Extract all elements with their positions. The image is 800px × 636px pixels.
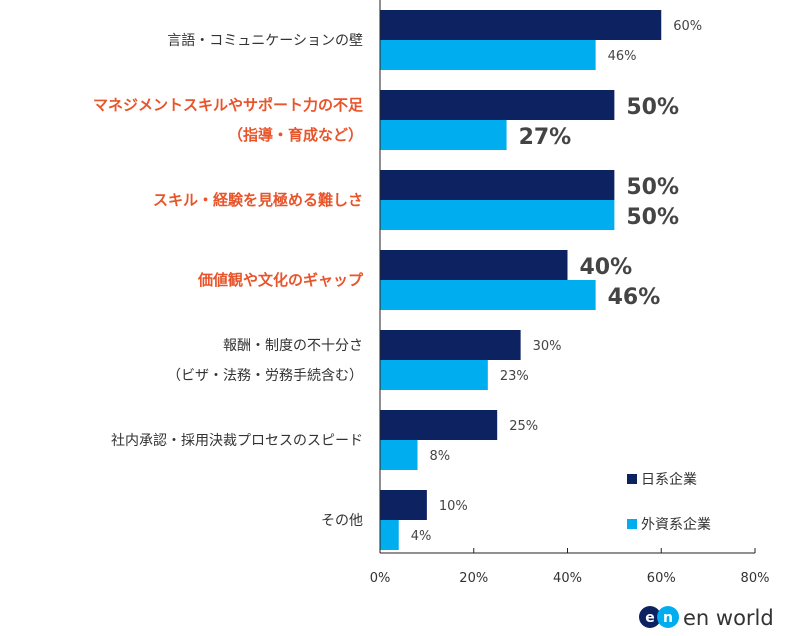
category-label: 社内承認・採用決裁プロセスのスピード xyxy=(111,433,363,449)
data-label: 30% xyxy=(533,339,562,354)
category-label: 言語・コミュニケーションの壁 xyxy=(167,33,363,49)
legend-label: 外資系企業 xyxy=(641,516,711,533)
data-label: 46% xyxy=(608,49,637,64)
logo-icon xyxy=(657,606,679,628)
x-tick-label: 60% xyxy=(647,571,676,586)
bar-japanese xyxy=(380,250,568,280)
bar-japanese xyxy=(380,10,662,40)
legend-swatch xyxy=(627,519,637,529)
bar-foreign xyxy=(380,200,615,230)
x-tick-label: 40% xyxy=(553,571,582,586)
data-label: 46% xyxy=(608,285,661,310)
category-label: （指導・育成など） xyxy=(228,126,363,144)
category-label: その他 xyxy=(321,513,363,529)
category-label: マネジメントスキルやサポート力の不足 xyxy=(93,96,364,114)
category-label: 価値観や文化のギャップ xyxy=(197,271,364,289)
bar-japanese xyxy=(380,330,521,360)
logo-icon: e xyxy=(645,610,655,626)
data-label: 23% xyxy=(500,369,529,384)
bar-japanese xyxy=(380,170,615,200)
data-label: 8% xyxy=(430,449,451,464)
bar-japanese xyxy=(380,410,498,440)
bar-foreign xyxy=(380,40,596,70)
x-tick-label: 20% xyxy=(459,571,488,586)
x-tick-label: 80% xyxy=(741,571,770,586)
bar-japanese xyxy=(380,490,427,520)
data-label: 60% xyxy=(673,19,702,34)
data-label: 25% xyxy=(509,419,538,434)
bar-foreign xyxy=(380,280,596,310)
logo-text: en world xyxy=(683,606,774,630)
legend-swatch xyxy=(627,474,637,484)
category-label: （ビザ・法務・労務手続含む） xyxy=(167,367,363,384)
data-label: 27% xyxy=(519,125,572,150)
category-label: 報酬・制度の不十分さ xyxy=(223,338,363,354)
bar-japanese xyxy=(380,90,615,120)
data-label: 4% xyxy=(411,529,432,544)
data-label: 50% xyxy=(626,95,679,120)
bar-foreign xyxy=(380,520,399,550)
category-label: スキル・経験を見極める難しさ xyxy=(153,191,363,209)
bar-foreign xyxy=(380,360,488,390)
bar-foreign xyxy=(380,440,418,470)
logo-icon: n xyxy=(663,610,673,626)
data-label: 10% xyxy=(439,499,468,514)
data-label: 50% xyxy=(626,175,679,200)
data-label: 50% xyxy=(626,205,679,230)
data-label: 40% xyxy=(580,255,633,280)
bar-foreign xyxy=(380,120,507,150)
logo-icon xyxy=(639,606,661,628)
legend-label: 日系企業 xyxy=(641,471,697,488)
x-tick-label: 0% xyxy=(370,571,391,586)
